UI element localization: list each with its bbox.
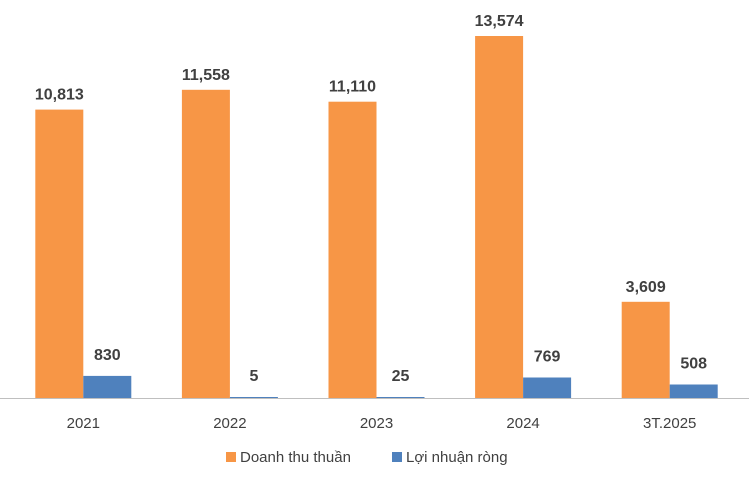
label-doanh-thu-2021: 10,813 (35, 87, 84, 104)
legend-item-loi-nhuan: Lợi nhuận ròng (392, 449, 508, 466)
bar-loi-nhuan-3t-2025 (669, 384, 718, 398)
legend-swatch (226, 452, 236, 462)
bars-layer (35, 36, 718, 399)
legend-label: Doanh thu thuần (240, 449, 351, 466)
x-tick-label: 3T.2025 (643, 415, 696, 432)
bar-doanh-thu-2021 (35, 109, 84, 398)
legend-swatch (392, 452, 402, 462)
legend-label: Lợi nhuận ròng (406, 449, 508, 466)
x-tick-label: 2023 (360, 415, 393, 432)
data-labels-layer: 10,813 830 11,558 5 11,110 25 13,574 769 3,609 50… (35, 13, 707, 385)
label-loi-nhuan-2021: 830 (94, 347, 121, 364)
x-axis-tick-labels: 2021 2022 2023 2024 3T.2025 (67, 415, 697, 432)
x-tick-label: 2024 (506, 415, 539, 432)
label-loi-nhuan-3t-2025: 508 (680, 356, 707, 373)
label-loi-nhuan-2023: 25 (392, 368, 410, 385)
label-doanh-thu-2024: 13,574 (475, 13, 524, 30)
bar-loi-nhuan-2024 (523, 377, 572, 398)
bar-loi-nhuan-2023 (376, 397, 425, 398)
bar-doanh-thu-3t-2025 (621, 301, 670, 398)
label-loi-nhuan-2024: 769 (534, 349, 561, 366)
bar-loi-nhuan-2021 (83, 375, 132, 398)
x-tick-label: 2022 (213, 415, 246, 432)
bar-loi-nhuan-2022 (229, 397, 278, 398)
x-tick-label: 2021 (67, 415, 100, 432)
label-doanh-thu-2022: 11,558 (182, 67, 230, 84)
label-loi-nhuan-2022: 5 (249, 368, 258, 385)
legend: Doanh thu thuần Lợi nhuận ròng (226, 449, 508, 466)
label-doanh-thu-3t-2025: 3,609 (626, 279, 666, 296)
bar-doanh-thu-2023 (328, 101, 377, 398)
label-doanh-thu-2023: 11,110 (329, 79, 376, 96)
legend-item-doanh-thu: Doanh thu thuần (226, 449, 351, 466)
bar-doanh-thu-2024 (475, 36, 524, 398)
bar-doanh-thu-2022 (181, 89, 230, 399)
